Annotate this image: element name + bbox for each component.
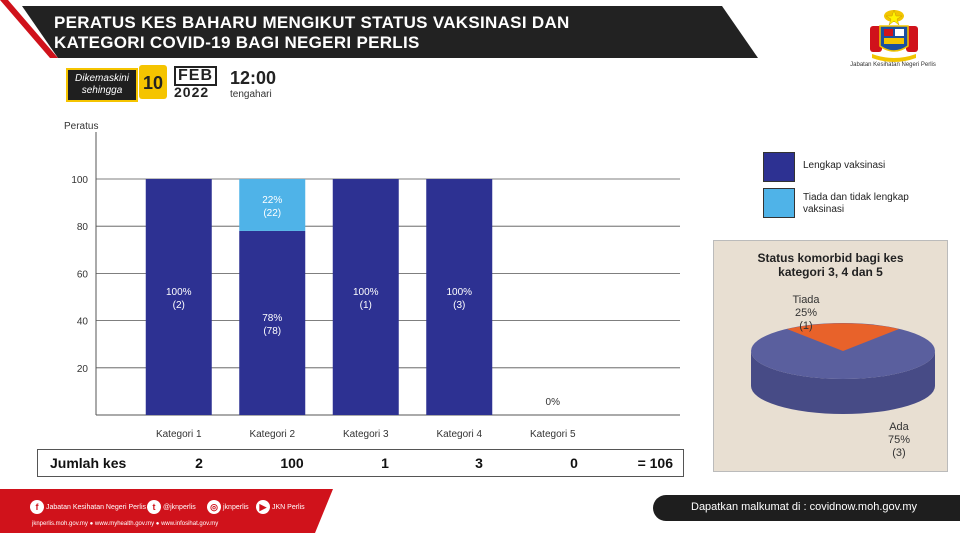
jumlah-kes-value: 0 [570, 455, 578, 471]
update-time: 12:00 [230, 68, 277, 88]
coat-of-arms-logo [870, 9, 918, 62]
twitter-label: @jknperlis [163, 503, 196, 511]
bar-zero-label: 0% [546, 397, 561, 408]
instagram-label: jknperlis [223, 503, 249, 511]
youtube-label: JKN Perlis [272, 503, 305, 511]
x-tick-label: Kategori 1 [156, 429, 202, 440]
update-year: 2022 [174, 84, 210, 100]
y-axis-label: Peratus [64, 121, 98, 132]
pie-label-ada-name: Ada [889, 421, 909, 433]
facebook-link[interactable]: f Jabatan Kesihatan Negeri Perlis [30, 500, 146, 514]
y-tick-label: 40 [77, 317, 89, 328]
facebook-icon: f [30, 500, 44, 514]
pie-label-tiada-name: Tiada [792, 294, 820, 306]
twitter-icon: t [147, 500, 161, 514]
bar-data-label: (78) [263, 326, 281, 337]
pie-side-wall [751, 351, 935, 414]
chart-title-line2: KATEGORI COVID-19 BAGI NEGERI PERLIS [54, 33, 420, 52]
logo-caption: Jabatan Kesihatan Negeri Perlis [850, 62, 936, 68]
instagram-link[interactable]: ◎ jknperlis [207, 500, 249, 514]
y-tick-label: 100 [71, 175, 88, 186]
update-month: FEB [174, 66, 217, 86]
legend-swatch-lengkap [763, 152, 795, 182]
x-tick-label: Kategori 4 [436, 429, 482, 440]
x-tick-label: Kategori 3 [343, 429, 389, 440]
jumlah-kes-value: 2 [195, 455, 203, 471]
jumlah-kes-row: Jumlah kes 2 100 1 3 0 = 106 [37, 449, 684, 477]
bar-data-label: (1) [360, 300, 372, 311]
update-time-note: tengahari [230, 89, 272, 100]
update-label-line2: sehingga [81, 85, 123, 96]
jumlah-kes-value: 1 [381, 455, 389, 471]
youtube-icon: ▶ [256, 500, 270, 514]
update-day: 10 [142, 73, 164, 93]
jumlah-kes-label: Jumlah kes [50, 455, 127, 471]
comorbid-pie-panel: Status komorbid bagi kes kategori 3, 4 d… [713, 240, 948, 472]
bar-data-label: 22% [262, 195, 282, 206]
x-tick-label: Kategori 5 [530, 429, 576, 440]
instagram-icon: ◎ [207, 500, 221, 514]
legend-swatch-tiada [763, 188, 795, 218]
bar-data-label: 100% [353, 287, 379, 298]
footer-cta-bar: Dapatkan malkumat di : covidnow.moh.gov.… [653, 495, 960, 521]
footer-cta-text[interactable]: Dapatkan malkumat di : covidnow.moh.gov.… [691, 501, 918, 513]
footer-website-links[interactable]: jknperlis.moh.gov.my ● www.myhealth.gov.… [32, 521, 219, 527]
x-tick-label: Kategori 2 [249, 429, 295, 440]
bar-lengkap [145, 179, 212, 415]
jumlah-kes-value: 100 [280, 455, 304, 471]
jumlah-kes-value: 3 [475, 455, 483, 471]
pie-slice-tiada [787, 323, 899, 351]
bar-lengkap [426, 179, 493, 415]
bar-data-label: 100% [446, 287, 472, 298]
bar-lengkap [332, 179, 399, 415]
footer-social-bar [0, 489, 333, 533]
pie-chart [751, 323, 935, 414]
bar-data-label: 78% [262, 313, 282, 324]
update-label-line1: Dikemaskini [75, 73, 129, 84]
y-tick-label: 60 [77, 269, 89, 280]
twitter-link[interactable]: t @jknperlis [147, 500, 196, 514]
calendar-day-icon: 10 [139, 65, 167, 99]
update-label-box: Dikemaskini sehingga [66, 68, 138, 102]
title-banner [0, 0, 758, 58]
y-tick-label: 80 [77, 222, 89, 233]
youtube-link[interactable]: ▶ JKN Perlis [256, 500, 305, 514]
bar-data-label: (22) [263, 208, 281, 219]
pie-label-tiada-count: (1) [799, 320, 813, 332]
pie-label-tiada-percent: 25% [794, 307, 818, 319]
chart-title-line1: PERATUS KES BAHARU MENGIKUT STATUS VAKSI… [54, 13, 570, 32]
legend-label-tiada-line1: Tiada dan tidak lengkap [803, 192, 909, 203]
pie-label-ada-count: (3) [892, 447, 906, 459]
bar-data-label: (2) [173, 300, 185, 311]
bar-data-label: 100% [166, 287, 192, 298]
bar-lengkap [239, 230, 306, 415]
facebook-label: Jabatan Kesihatan Negeri Perlis [46, 503, 147, 511]
bar-data-label: (3) [453, 300, 465, 311]
pie-label-ada-percent: 75% [887, 434, 911, 446]
bar-tiada [239, 179, 306, 231]
pie-title: Status komorbid bagi kes kategori 3, 4 d… [757, 251, 904, 279]
legend-label-lengkap: Lengkap vaksinasi [803, 160, 886, 171]
y-tick-label: 20 [77, 364, 89, 375]
jumlah-kes-total: = 106 [637, 455, 673, 471]
legend-label-tiada-line2: vaksinasi [803, 204, 845, 215]
